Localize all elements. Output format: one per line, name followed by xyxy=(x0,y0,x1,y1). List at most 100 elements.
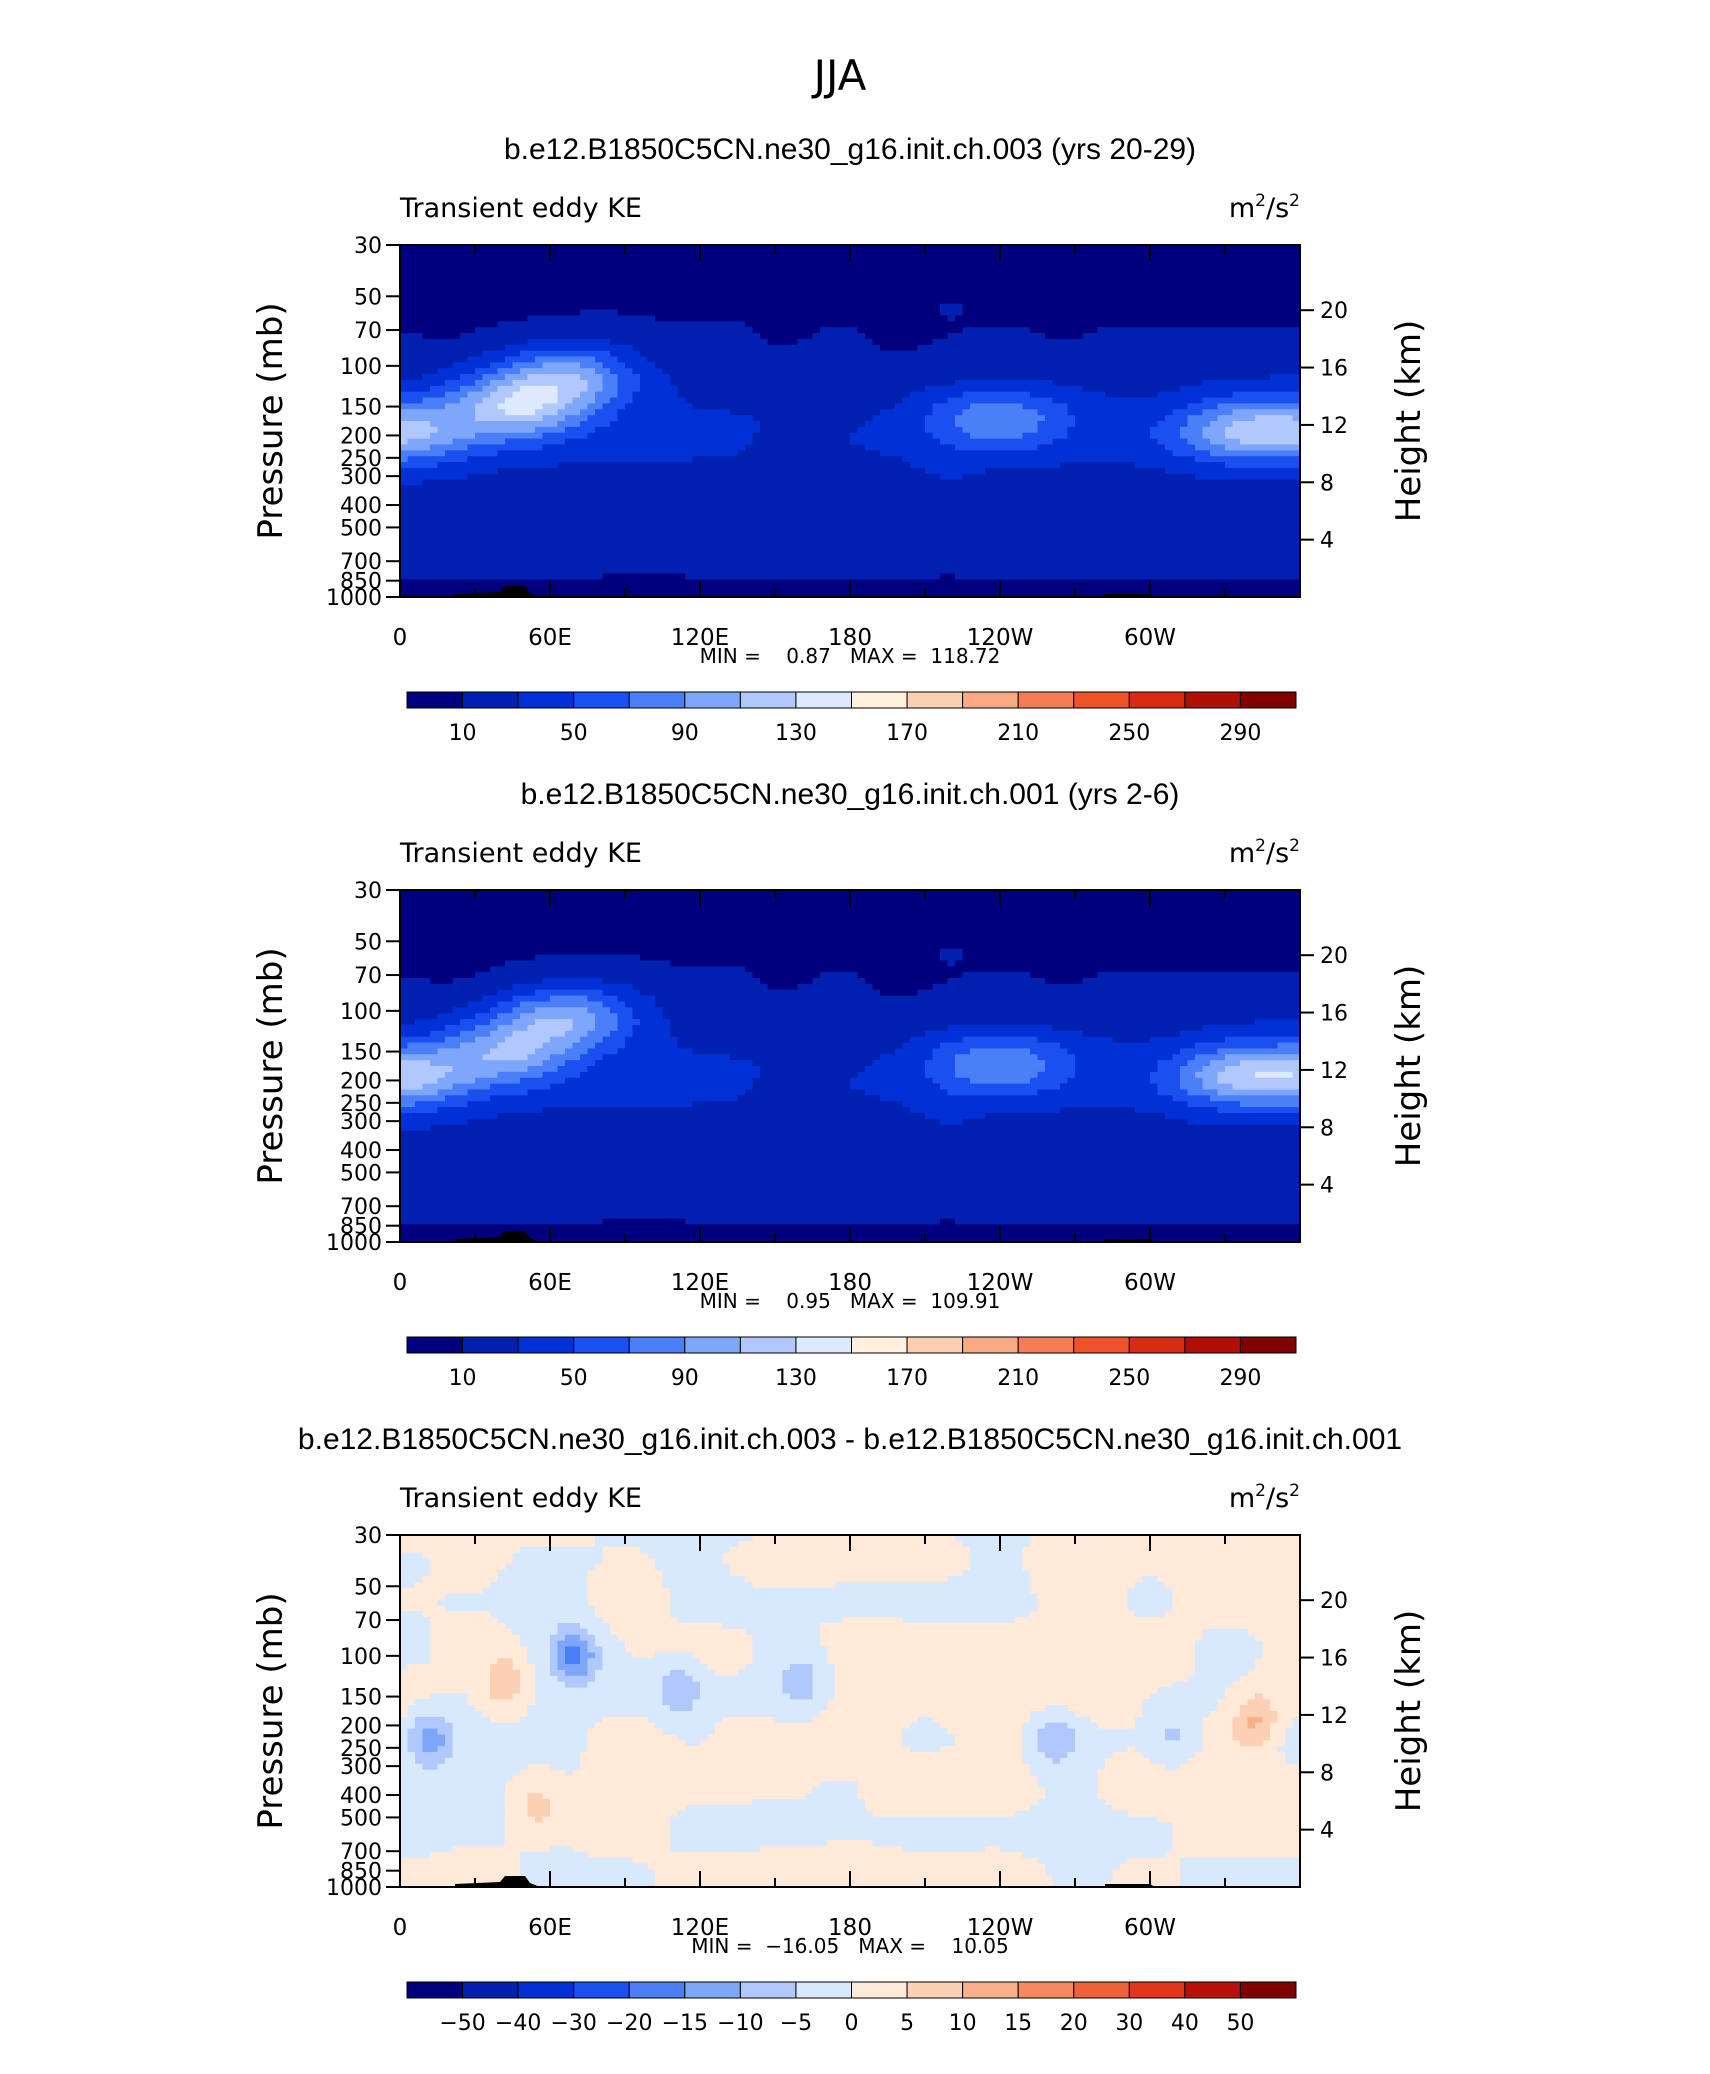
contour-cell xyxy=(1022,1757,1054,1765)
contour-cell xyxy=(955,379,1054,387)
contour-cell xyxy=(662,1675,694,1683)
x-tick-label: 60E xyxy=(528,1270,572,1296)
contour-cell xyxy=(1142,1576,1159,1583)
contour-cell xyxy=(580,1054,604,1061)
contour-cell xyxy=(1285,1757,1300,1765)
contour-cell xyxy=(625,1001,656,1008)
contour-cell xyxy=(1225,1066,1300,1073)
colorbar-box xyxy=(1073,1981,1130,1999)
contour-cell xyxy=(490,1030,514,1038)
right-tick-label: 20 xyxy=(1320,299,1348,324)
contour-cell xyxy=(602,1617,679,1624)
contour-cell xyxy=(1097,1769,1300,1777)
contour-cell xyxy=(1150,432,1181,440)
contour-cell xyxy=(550,1640,559,1648)
contour-cell xyxy=(520,1669,536,1677)
contour-cell xyxy=(1247,1699,1271,1706)
colorbar-box xyxy=(795,691,852,709)
panel-2: b.e12.B1850C5CN.ne30_g16.init.ch.001 (yr… xyxy=(251,778,1429,1391)
contour-cell xyxy=(617,1013,634,1020)
contour-cell xyxy=(565,1646,581,1653)
colorbar-label: 90 xyxy=(671,721,699,746)
contour-cell xyxy=(857,1781,1039,1788)
contour-cell xyxy=(932,983,1300,991)
contour-cell xyxy=(692,456,904,463)
contour-cell xyxy=(475,379,491,387)
contour-cell xyxy=(677,1617,844,1624)
contour-cell xyxy=(722,1623,821,1630)
contour-cell xyxy=(400,1154,1300,1161)
topography xyxy=(455,586,540,597)
contour-cell xyxy=(475,1013,499,1020)
contour-cell xyxy=(452,1734,589,1741)
contour-cell xyxy=(692,1675,784,1683)
right-tick-label: 20 xyxy=(1320,944,1348,969)
contour-cell xyxy=(445,1734,454,1741)
contour-cell xyxy=(872,415,926,422)
contour-cell xyxy=(490,1083,551,1091)
colorbar-label: 170 xyxy=(886,721,928,746)
right-tick-label: 12 xyxy=(1320,1059,1348,1084)
contour-cell xyxy=(400,1740,409,1747)
contour-cell xyxy=(722,1716,776,1724)
contour-cell xyxy=(1187,1089,1219,1096)
contour-cell xyxy=(962,1570,1031,1577)
contour-cell xyxy=(1075,1746,1129,1753)
colorbar-box xyxy=(517,1981,575,1999)
contour-cell xyxy=(572,1769,1031,1777)
contour-cell xyxy=(400,1552,424,1560)
contour-cell xyxy=(452,1007,491,1014)
contour-cell xyxy=(1262,1646,1300,1653)
y-tick-label: 1000 xyxy=(326,1231,382,1256)
contour-cell xyxy=(400,1083,424,1091)
contour-cell xyxy=(490,1007,514,1014)
colorbar-label: 290 xyxy=(1219,721,1261,746)
contour-cell xyxy=(760,1845,904,1853)
contour-cell xyxy=(1180,1728,1204,1736)
contour-cell xyxy=(1262,1640,1300,1648)
right-tick-label: 4 xyxy=(1320,529,1334,554)
contour-cell xyxy=(400,1218,604,1225)
contour-cell xyxy=(512,1628,559,1636)
colorbar: 10 50 90 130 170 210 250 290 xyxy=(406,1336,1297,1391)
contour-cell xyxy=(452,1728,589,1736)
contour-cell xyxy=(677,1734,709,1741)
contour-cell xyxy=(595,1605,671,1612)
contour-cell xyxy=(400,1851,431,1859)
contour-cell xyxy=(400,1101,416,1108)
contour-cell xyxy=(1172,1587,1300,1595)
contour-cell xyxy=(1030,972,1099,979)
contour-cell xyxy=(1210,1711,1241,1718)
contour-cell xyxy=(857,1071,926,1079)
contour-cell xyxy=(400,1781,506,1788)
contour-cell xyxy=(400,1816,506,1824)
y-tick-label: 300 xyxy=(340,1755,382,1780)
contour-cell xyxy=(602,573,686,580)
contour-cell xyxy=(430,1851,521,1859)
contour-cell xyxy=(430,1570,499,1577)
contour-cell xyxy=(595,1634,619,1642)
contour-cell xyxy=(557,1652,566,1659)
contour-cell xyxy=(557,397,574,404)
x-tick-label: 180 xyxy=(828,1270,872,1296)
contour-cell xyxy=(1232,1734,1271,1741)
contour-cell xyxy=(542,1107,911,1114)
contour-cell xyxy=(670,1587,1031,1595)
y-tick-label: 300 xyxy=(340,465,382,490)
contour-cell xyxy=(797,338,874,346)
contour-cell xyxy=(1180,1857,1300,1865)
contour-cell xyxy=(445,450,499,457)
contour-cell xyxy=(415,1581,491,1589)
contour-cell xyxy=(430,1693,469,1700)
contour-cell xyxy=(782,1675,814,1683)
contour-cell xyxy=(962,391,1031,399)
y-tick-label: 100 xyxy=(340,1000,382,1025)
contour-cell xyxy=(902,1845,986,1853)
contour-cell xyxy=(400,1869,521,1876)
contour-cell xyxy=(827,1652,1196,1659)
contour-cell xyxy=(437,426,536,434)
contour-cell xyxy=(1037,1036,1114,1044)
contour-cell xyxy=(602,1658,701,1665)
contour-cell xyxy=(512,1775,1039,1782)
contour-cell xyxy=(400,467,499,475)
